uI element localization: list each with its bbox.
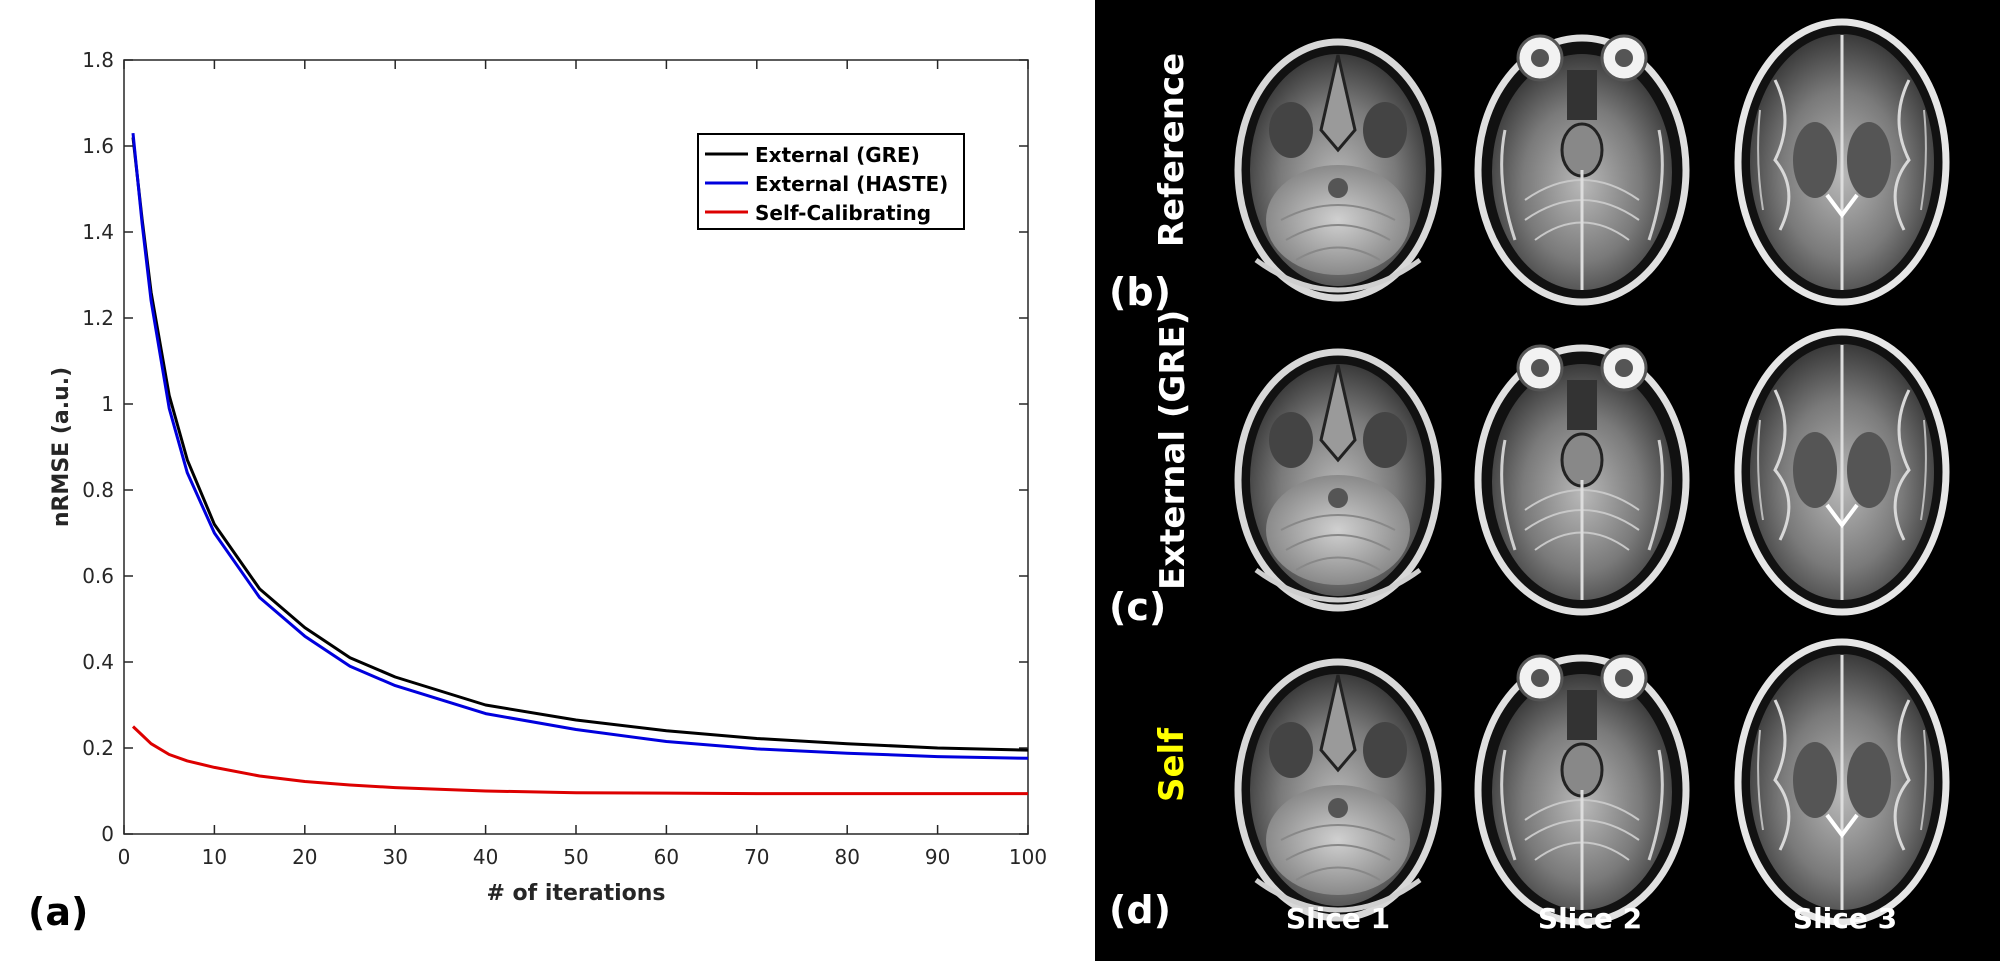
- x-tick-label: 90: [925, 845, 950, 869]
- panel-label-a: (a): [28, 890, 89, 934]
- mri-reference-slice-2: [1455, 10, 1710, 310]
- legend-label-self: Self-Calibrating: [755, 201, 931, 225]
- mri-external-gre-slice-2: [1455, 320, 1710, 620]
- y-tick-label: 1.8: [82, 48, 114, 72]
- mri-reference-slice-1: [1211, 10, 1466, 310]
- series-line-0: [131, 137, 1029, 752]
- y-tick-label: 0.4: [82, 650, 114, 674]
- series-line-1: [131, 132, 1029, 760]
- mri-external-gre-slice-1: [1211, 320, 1466, 620]
- row-label-external-gre: External (GRE): [1153, 309, 1193, 590]
- x-tick-label: 10: [202, 845, 227, 869]
- nrmse-line-chart: 0 0.2 0.4 0.6 0.8 1 1.2 1.4 1.6 1.8 0 10 20 30 40 50 60…: [49, 48, 1047, 906]
- series-line-2: [131, 725, 1028, 796]
- y-tick-label: 0.6: [82, 564, 114, 588]
- row-label-reference: Reference: [1152, 52, 1192, 248]
- x-tick-label: 20: [292, 845, 317, 869]
- mri-reference-slice-3: [1715, 10, 1970, 310]
- x-axis-label: # of iterations: [486, 881, 665, 906]
- series-lines: [131, 132, 1029, 796]
- y-axis-label: nRMSE (a.u.): [49, 367, 74, 527]
- column-label-slice-3: Slice 3: [1792, 902, 1898, 935]
- panel-label-b: (b): [1109, 270, 1171, 314]
- x-tick-label: 30: [382, 845, 407, 869]
- column-label-slice-1: Slice 1: [1285, 902, 1391, 935]
- x-tick-label: 70: [744, 845, 769, 869]
- mri-external-gre-slice-3: [1715, 320, 1970, 620]
- mri-self-slice-2: [1455, 630, 1710, 930]
- x-tick-label: 60: [654, 845, 679, 869]
- mri-image-grid: Reference External (GRE) Self (b) (c) (d…: [1095, 0, 2000, 961]
- y-tick-label: 0.8: [82, 478, 114, 502]
- y-tick-label: 1: [101, 392, 114, 416]
- legend: External (GRE) External (HASTE) Self-Cal…: [697, 133, 965, 230]
- y-tick-label: 1.2: [82, 306, 114, 330]
- x-tick-label: 50: [563, 845, 588, 869]
- legend-label-haste: External (HASTE): [755, 172, 948, 196]
- x-tick-label: 100: [1009, 845, 1047, 869]
- legend-label-gre: External (GRE): [755, 143, 920, 167]
- panel-label-d: (d): [1109, 888, 1171, 932]
- row-label-self: Self: [1152, 728, 1192, 802]
- y-axis-ticks: 0 0.2 0.4 0.6 0.8 1 1.2 1.4 1.6 1.8: [82, 48, 1028, 846]
- x-axis-ticks: 0 10 20 30 40 50 60 70 80 90 100: [118, 60, 1047, 869]
- y-tick-label: 0: [101, 822, 114, 846]
- y-tick-label: 0.2: [82, 736, 114, 760]
- mri-self-slice-3: [1715, 630, 1970, 930]
- x-tick-label: 0: [118, 845, 131, 869]
- panel-label-c: (c): [1109, 585, 1167, 629]
- y-tick-label: 1.4: [82, 220, 114, 244]
- mri-self-slice-1: [1211, 630, 1466, 930]
- column-label-slice-2: Slice 2: [1537, 902, 1643, 935]
- x-tick-label: 40: [473, 845, 498, 869]
- y-tick-label: 1.6: [82, 134, 114, 158]
- x-tick-label: 80: [834, 845, 859, 869]
